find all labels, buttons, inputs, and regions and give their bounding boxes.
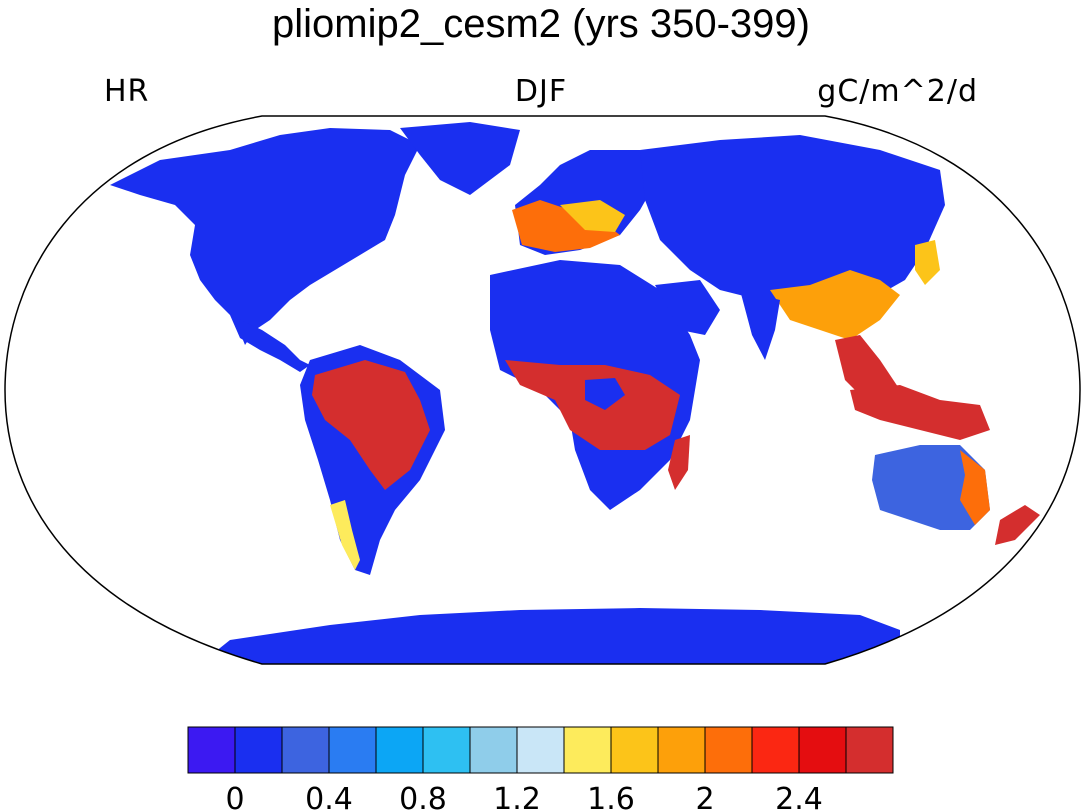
- colorbar-tick-label: 0: [225, 782, 244, 812]
- colorbar-swatch: [375, 726, 424, 774]
- new-zealand: [995, 505, 1040, 545]
- congo-basin: [585, 378, 625, 410]
- colorbar-swatch: [798, 726, 847, 774]
- map-boundary: [4, 115, 1081, 665]
- colorbar-swatch: [563, 726, 612, 774]
- north-america: [110, 128, 420, 345]
- arabia: [655, 280, 720, 335]
- season-label: DJF: [514, 74, 568, 109]
- colorbar-swatch: [187, 726, 236, 774]
- asia: [640, 135, 945, 300]
- south-america-hot: [312, 360, 430, 490]
- australia: [872, 445, 990, 530]
- colorbar-swatch: [751, 726, 800, 774]
- colorbar-tick-label: 0.8: [399, 782, 447, 812]
- antarctica: [200, 608, 900, 664]
- colorbar-swatch: [657, 726, 706, 774]
- map-land-layer: [110, 122, 1040, 664]
- indonesia: [850, 385, 990, 440]
- greenland: [400, 122, 520, 195]
- south-asia-warm: [770, 270, 900, 340]
- colorbar-swatch: [610, 726, 659, 774]
- variable-label: HR: [104, 74, 150, 109]
- india: [740, 290, 780, 360]
- colorbar-swatch: [469, 726, 518, 774]
- europe-yellow: [560, 200, 625, 232]
- colorbar-tick-label: 2.4: [775, 782, 823, 812]
- colorbar-swatch: [516, 726, 565, 774]
- australia-east-warm: [960, 450, 990, 525]
- central-africa-hot: [505, 360, 680, 450]
- plot-title: pliomip2_cesm2 (yrs 350-399): [271, 2, 810, 46]
- madagascar: [668, 435, 690, 490]
- colorbar-swatch: [845, 726, 894, 774]
- colorbar-swatch: [328, 726, 377, 774]
- colorbar-tick-label: 2: [695, 782, 714, 812]
- western-europe-warm: [512, 200, 620, 252]
- units-label: gC/m^2/d: [817, 74, 978, 109]
- colorbar-swatch: [281, 726, 330, 774]
- colorbar-tick-label: 0.4: [305, 782, 353, 812]
- colorbar-swatch: [422, 726, 471, 774]
- colorbar-swatch: [704, 726, 753, 774]
- south-america-warm: [330, 500, 360, 570]
- colorbar: 0 0.4 0.8 1.2 1.6 2 2.4: [187, 726, 894, 812]
- japan: [915, 240, 940, 285]
- colorbar-swatch: [234, 726, 283, 774]
- colorbar-tick-label: 1.2: [493, 782, 541, 812]
- central-america: [230, 315, 310, 372]
- colorbar-tick-label: 1.6: [587, 782, 635, 812]
